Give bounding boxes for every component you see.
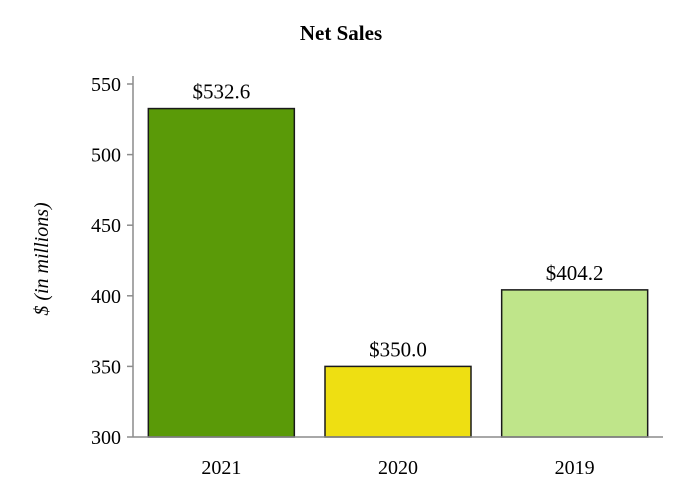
y-tick-label: 350 bbox=[91, 356, 121, 378]
bars-group bbox=[147, 107, 649, 438]
x-tick-label-2019: 2019 bbox=[555, 457, 595, 479]
x-tick-label-2020: 2020 bbox=[378, 457, 418, 479]
x-tick-label-2021: 2021 bbox=[201, 457, 241, 479]
y-tick-label: 550 bbox=[91, 74, 121, 96]
data-label-2020: $350.0 bbox=[369, 337, 427, 361]
data-label-2021: $532.6 bbox=[192, 80, 250, 104]
y-axis-label: $ (in millions) bbox=[31, 202, 53, 316]
y-axis-ticks: 300 350 400 450 500 550 bbox=[91, 74, 133, 449]
bar-2019 bbox=[500, 289, 649, 438]
chart-title: Net Sales bbox=[300, 21, 382, 45]
x-axis-ticks: 2021 2020 2019 bbox=[201, 457, 594, 479]
bar-2021 bbox=[147, 107, 296, 438]
bar-2020 bbox=[324, 365, 472, 438]
y-tick-label: 500 bbox=[91, 145, 121, 167]
data-label-2019: $404.2 bbox=[546, 261, 604, 285]
data-labels-group: $532.6 $350.0 $404.2 bbox=[192, 80, 603, 362]
y-tick-label: 300 bbox=[91, 427, 121, 449]
y-tick-label: 400 bbox=[91, 286, 121, 308]
y-tick-label: 450 bbox=[91, 215, 121, 237]
